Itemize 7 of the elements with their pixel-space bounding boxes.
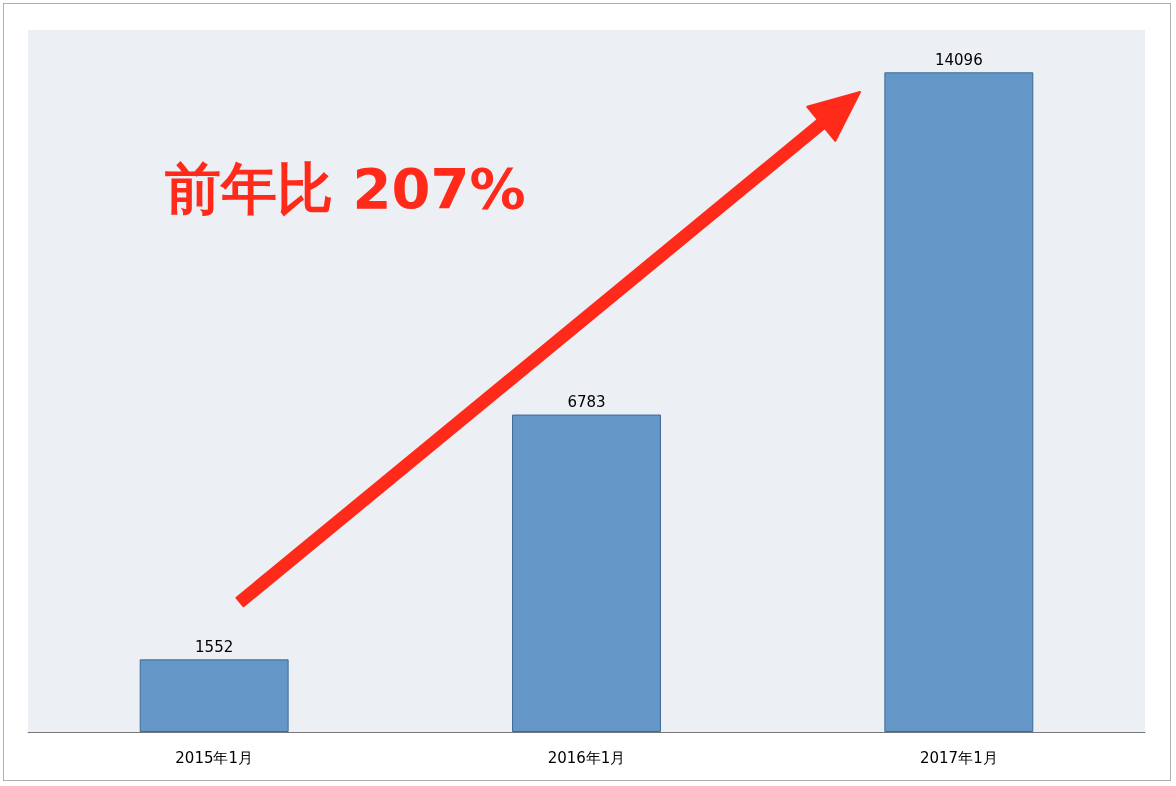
x-tick-label: 2016年1月	[547, 748, 626, 767]
data-label: 1552	[195, 637, 234, 656]
x-tick-label: 2017年1月	[919, 748, 998, 767]
data-label: 6783	[567, 393, 606, 412]
x-tick-label: 2015年1月	[175, 748, 254, 767]
annotation: 前年比 207%	[165, 155, 526, 221]
data-label: 14096	[934, 50, 983, 69]
